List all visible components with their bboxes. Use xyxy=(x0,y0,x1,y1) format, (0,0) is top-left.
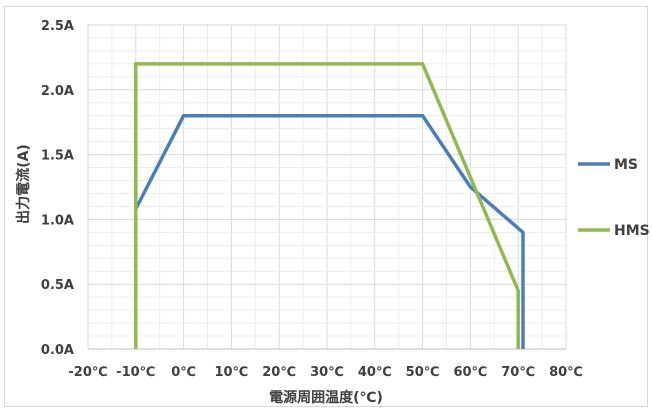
x-tick-label: 40℃ xyxy=(358,365,392,380)
grid xyxy=(87,24,567,350)
x-tick-label: 60℃ xyxy=(453,365,487,380)
series-line-ms xyxy=(134,113,525,349)
legend-label-hms: HMS xyxy=(614,223,650,239)
x-tick-label: -10℃ xyxy=(116,365,155,380)
x-axis-title: 電源周囲温度(℃) xyxy=(269,389,383,406)
y-tick-label: 2.5A xyxy=(41,19,74,34)
x-tick-label: -20℃ xyxy=(68,365,107,380)
x-tick-label: 30℃ xyxy=(310,365,344,380)
x-tick-label: 0℃ xyxy=(171,365,196,380)
y-axis-title: 出力電流(A) xyxy=(15,144,32,224)
y-tick-label: 0.0A xyxy=(41,343,74,358)
series-line-hms xyxy=(134,62,520,349)
x-tick-label: 10℃ xyxy=(214,365,248,380)
series-lines xyxy=(134,62,525,349)
legend: MS HMS xyxy=(578,157,650,239)
y-axis-ticks: 0.0A 0.5A 1.0A 1.5A 2.0A 2.5A xyxy=(41,19,74,358)
x-tick-label: 20℃ xyxy=(262,365,296,380)
legend-label-ms: MS xyxy=(614,157,638,173)
y-tick-label: 1.5A xyxy=(41,149,74,164)
y-tick-label: 2.0A xyxy=(41,84,74,99)
x-tick-label: 50℃ xyxy=(406,365,440,380)
y-tick-label: 1.0A xyxy=(41,213,74,228)
y-tick-label: 0.5A xyxy=(41,278,74,293)
x-tick-label: 70℃ xyxy=(501,365,535,380)
x-axis-ticks: -20℃ -10℃ 0℃ 10℃ 20℃ 30℃ 40℃ 50℃ 60℃ 70℃ 80℃ xyxy=(68,365,583,380)
x-tick-label: 80℃ xyxy=(549,365,583,380)
